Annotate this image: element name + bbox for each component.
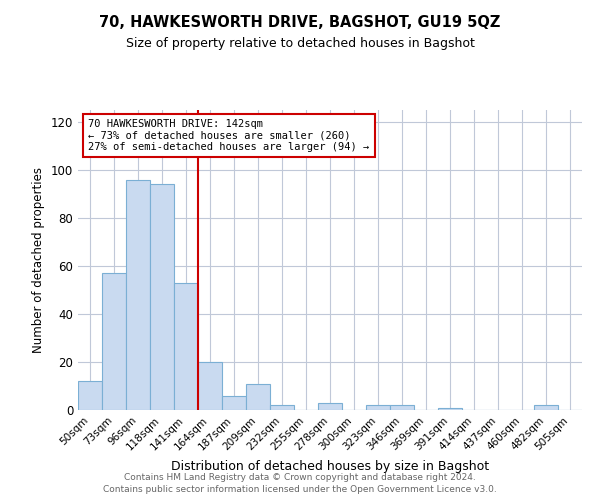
Bar bbox=[390, 405, 414, 410]
Bar bbox=[534, 405, 558, 410]
Text: 70, HAWKESWORTH DRIVE, BAGSHOT, GU19 5QZ: 70, HAWKESWORTH DRIVE, BAGSHOT, GU19 5QZ bbox=[100, 15, 500, 30]
Bar bbox=[150, 184, 174, 410]
Bar bbox=[438, 408, 462, 410]
Bar bbox=[126, 180, 150, 410]
Text: Contains public sector information licensed under the Open Government Licence v3: Contains public sector information licen… bbox=[103, 485, 497, 494]
Bar bbox=[366, 405, 390, 410]
Text: Contains HM Land Registry data © Crown copyright and database right 2024.: Contains HM Land Registry data © Crown c… bbox=[124, 472, 476, 482]
Bar bbox=[78, 381, 102, 410]
Bar bbox=[270, 405, 294, 410]
Bar bbox=[318, 403, 342, 410]
Bar bbox=[198, 362, 222, 410]
X-axis label: Distribution of detached houses by size in Bagshot: Distribution of detached houses by size … bbox=[171, 460, 489, 473]
Text: 70 HAWKESWORTH DRIVE: 142sqm
← 73% of detached houses are smaller (260)
27% of s: 70 HAWKESWORTH DRIVE: 142sqm ← 73% of de… bbox=[88, 119, 370, 152]
Bar bbox=[174, 283, 198, 410]
Bar bbox=[246, 384, 270, 410]
Y-axis label: Number of detached properties: Number of detached properties bbox=[32, 167, 45, 353]
Bar bbox=[102, 273, 126, 410]
Bar bbox=[222, 396, 246, 410]
Text: Size of property relative to detached houses in Bagshot: Size of property relative to detached ho… bbox=[125, 38, 475, 51]
